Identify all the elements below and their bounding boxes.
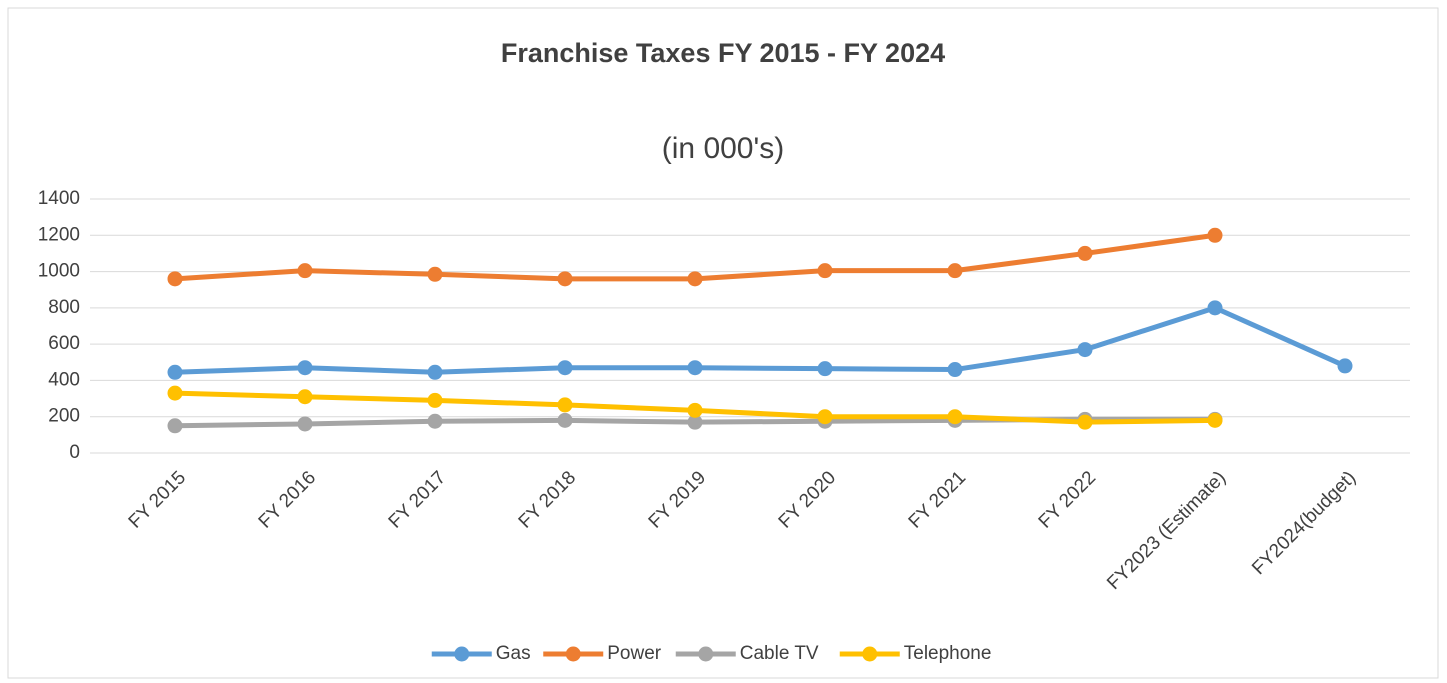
legend-marker xyxy=(862,646,878,662)
y-tick-label: 200 xyxy=(48,406,80,427)
data-point xyxy=(1207,300,1223,316)
legend-marker xyxy=(565,646,581,662)
data-point xyxy=(557,360,573,376)
data-point xyxy=(167,418,183,434)
data-point xyxy=(557,271,573,287)
y-tick-label: 0 xyxy=(69,442,80,463)
y-tick-label: 1200 xyxy=(38,224,80,245)
data-point xyxy=(687,402,703,418)
data-point xyxy=(947,263,963,279)
data-point xyxy=(687,414,703,430)
legend-label: Gas xyxy=(496,643,531,664)
legend-marker xyxy=(454,646,470,662)
y-tick-label: 1000 xyxy=(38,261,80,282)
data-point xyxy=(297,360,313,376)
y-tick-label: 1400 xyxy=(38,188,80,209)
data-point xyxy=(427,364,443,380)
data-point xyxy=(817,361,833,377)
data-point xyxy=(297,389,313,405)
legend-label: Telephone xyxy=(904,643,992,664)
data-point xyxy=(1207,227,1223,243)
series-line xyxy=(174,305,1347,375)
legend-label: Power xyxy=(607,643,662,664)
data-point xyxy=(167,364,183,380)
data-point xyxy=(1207,412,1223,428)
data-point xyxy=(297,416,313,432)
legend-marker xyxy=(698,646,714,662)
data-point xyxy=(167,385,183,401)
data-point xyxy=(1077,245,1093,261)
data-point xyxy=(1077,342,1093,358)
data-point xyxy=(557,397,573,413)
data-point xyxy=(427,266,443,282)
chart-border xyxy=(7,7,1439,679)
data-point xyxy=(947,362,963,378)
data-point xyxy=(167,271,183,287)
data-point xyxy=(427,413,443,429)
data-point xyxy=(297,263,313,279)
data-point xyxy=(427,392,443,408)
legend-label: Cable TV xyxy=(740,643,819,664)
data-point xyxy=(947,409,963,425)
data-point xyxy=(557,412,573,428)
data-point xyxy=(687,360,703,376)
chart-subtitle: (in 000's) xyxy=(662,132,784,165)
data-point xyxy=(1337,358,1353,374)
y-tick-label: 800 xyxy=(48,297,80,318)
y-tick-label: 600 xyxy=(48,333,80,354)
y-tick-label: 400 xyxy=(48,369,80,390)
data-point xyxy=(1077,414,1093,430)
chart-title: Franchise Taxes FY 2015 - FY 2024 xyxy=(501,38,945,68)
data-point xyxy=(817,409,833,425)
data-point xyxy=(817,263,833,279)
data-point xyxy=(687,271,703,287)
